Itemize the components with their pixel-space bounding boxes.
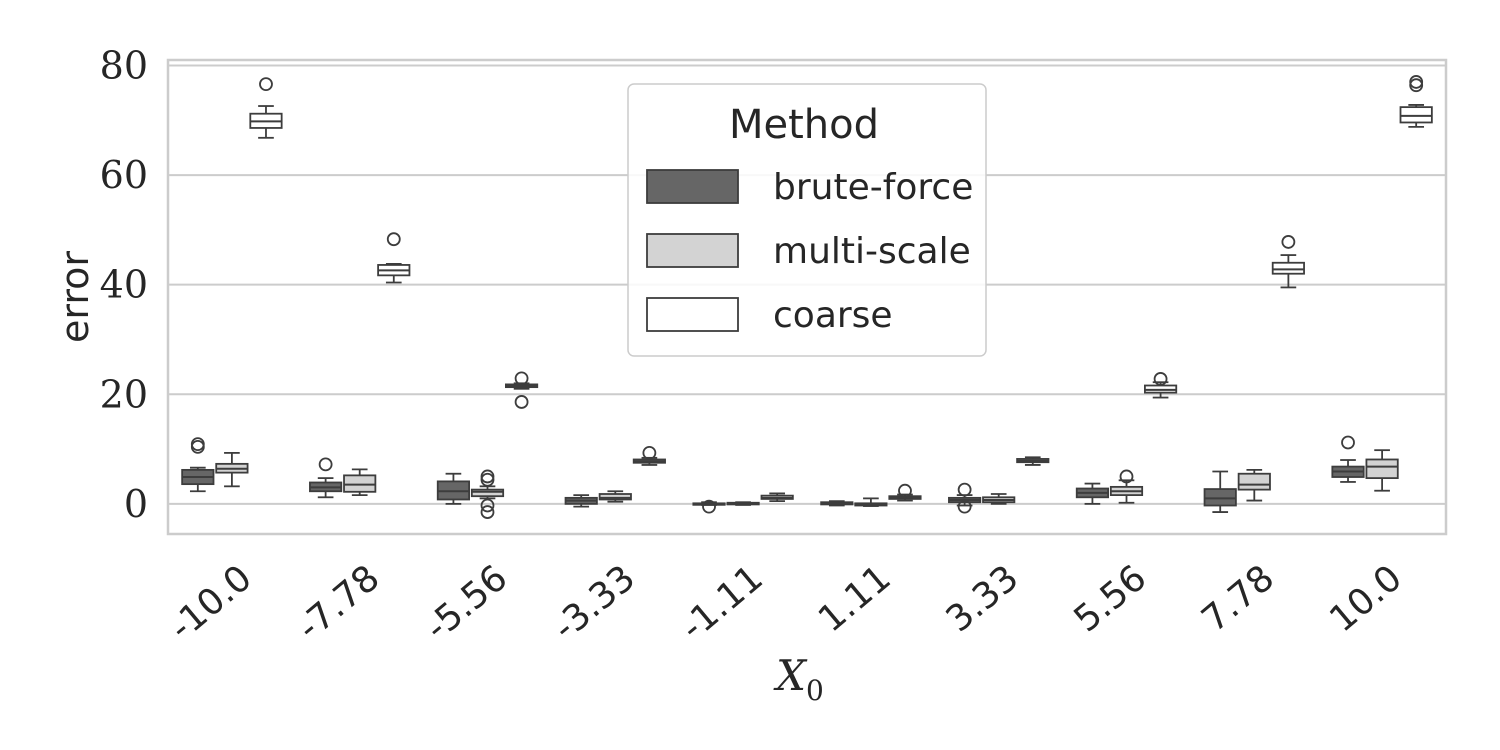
box-multi-scale — [854, 497, 888, 507]
box-coarse — [1144, 372, 1178, 399]
y-tick-label: 80 — [100, 43, 148, 87]
x-tick-label: -1.11 — [673, 557, 771, 648]
legend-swatch-multi-scale — [646, 233, 739, 268]
x-tick-label: 1.11 — [811, 557, 899, 640]
x-tick-label: -7.78 — [290, 557, 388, 648]
legend-entries: brute-force multi-scale coarse — [646, 167, 973, 336]
box-multi-scale — [1365, 449, 1399, 492]
outlier-point — [514, 395, 529, 409]
box-coarse — [1016, 456, 1050, 466]
outlier-point — [957, 499, 972, 514]
legend: Method brute-force multi-scale coarse — [627, 83, 987, 357]
outlier-point — [480, 498, 495, 513]
box-coarse — [888, 483, 922, 502]
outlier-point — [642, 445, 657, 460]
outlier-point — [480, 469, 495, 484]
box-brute-force — [564, 494, 598, 508]
box-layer — [181, 75, 1433, 519]
y-tick-label: 60 — [100, 153, 148, 197]
box-body — [470, 488, 505, 498]
y-tick-labels: 0 20 40 60 80 — [100, 43, 148, 525]
x-axis-title-subscript: 0 — [806, 674, 824, 707]
box-brute-force — [1331, 435, 1365, 483]
box-coarse — [632, 445, 666, 466]
box-multi-scale — [215, 451, 249, 488]
outlier-point — [190, 437, 205, 452]
x-tick-labels: -10.0 -7.78 -5.56 -3.33 -1.11 1.11 3.33 5.56 7.7… — [162, 557, 1410, 648]
box-body — [598, 493, 632, 501]
outlier-point — [898, 483, 912, 498]
outlier-point — [190, 439, 205, 454]
box-coarse — [1399, 75, 1433, 128]
box-coarse — [505, 371, 539, 409]
box-body — [1399, 106, 1433, 124]
x-tick-label: 7.78 — [1194, 557, 1282, 640]
outlier-point — [1119, 469, 1134, 484]
legend-swatch-brute-force — [646, 169, 739, 204]
outlier-point — [318, 457, 333, 472]
outlier-point — [1341, 435, 1355, 450]
x-axis-title: X0 — [773, 651, 824, 707]
outlier-point — [259, 77, 273, 92]
box-brute-force — [948, 482, 982, 514]
box-body — [1365, 458, 1399, 480]
outlier-point — [386, 232, 401, 247]
box-multi-scale — [470, 469, 505, 519]
box-multi-scale — [598, 490, 632, 503]
outlier-point — [1409, 75, 1424, 89]
y-tick-label: 20 — [100, 372, 148, 416]
legend-label-multi-scale: multi-scale — [773, 231, 971, 272]
box-brute-force — [309, 457, 343, 499]
box-coarse — [760, 492, 794, 503]
outlier-point — [514, 371, 529, 386]
box-body — [1237, 472, 1271, 491]
x-axis-title-main: X — [773, 651, 808, 700]
outlier-point — [480, 505, 495, 519]
box-brute-force — [181, 437, 215, 493]
x-tick-label: 10.0 — [1322, 557, 1410, 640]
box-brute-force — [436, 472, 470, 505]
outlier-point — [1281, 235, 1296, 249]
box-brute-force — [820, 500, 854, 507]
x-tick-label: -3.33 — [545, 557, 643, 648]
legend-swatch-coarse — [646, 297, 739, 332]
box-brute-force — [1075, 482, 1109, 505]
legend-frame — [627, 83, 987, 357]
x-tick-label: 5.56 — [1067, 557, 1155, 640]
box-multi-scale — [726, 501, 760, 506]
x-tick-label: 3.33 — [939, 557, 1027, 640]
box-body — [1271, 261, 1305, 275]
box-coarse — [1271, 235, 1305, 289]
outlier-point — [1153, 372, 1168, 386]
y-tick-label: 40 — [100, 263, 148, 307]
x-tick-label: -10.0 — [162, 557, 260, 648]
y-tick-label: 0 — [124, 482, 148, 526]
box-coarse — [249, 77, 283, 139]
box-brute-force — [692, 499, 726, 514]
outlier-point — [702, 499, 716, 514]
outlier-point — [957, 482, 972, 497]
y-axis-title: error — [53, 251, 97, 343]
box-brute-force — [1203, 470, 1237, 513]
box-multi-scale — [982, 493, 1016, 505]
legend-title: Method — [729, 102, 879, 148]
box-body — [343, 474, 377, 493]
box-multi-scale — [343, 468, 377, 496]
box-coarse — [377, 232, 411, 284]
legend-label-coarse: coarse — [773, 295, 893, 336]
plot-frame — [166, 58, 1448, 536]
box-multi-scale — [1237, 468, 1271, 502]
box-multi-scale — [1109, 469, 1144, 504]
box-body — [1203, 488, 1237, 507]
x-tick-label: -5.56 — [418, 557, 516, 648]
legend-label-brute-force: brute-force — [773, 167, 973, 208]
